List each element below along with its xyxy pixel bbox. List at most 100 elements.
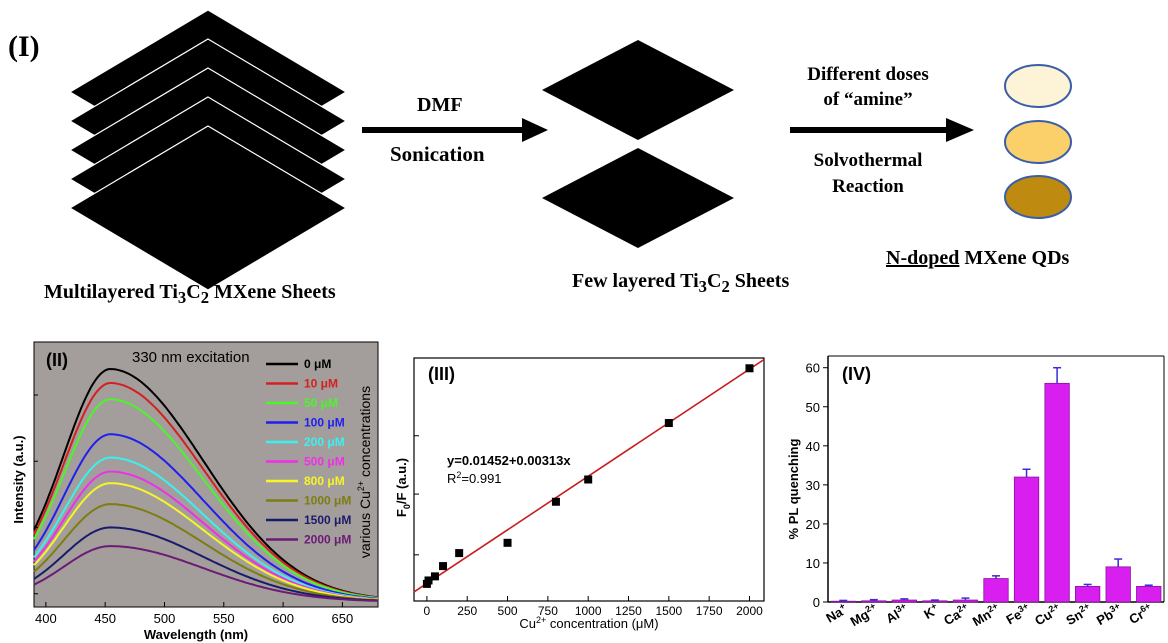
bar xyxy=(1105,566,1131,603)
legend-label: 200 μM xyxy=(304,435,345,449)
y-tick-label: 0 xyxy=(813,595,820,610)
x-tick-label: 500 xyxy=(498,604,518,618)
caption-qd-rest: MXene QDs xyxy=(959,247,1070,269)
scheme-graphics xyxy=(68,9,1072,291)
spectrum-curve xyxy=(33,482,379,601)
x-tick-label: 650 xyxy=(332,611,354,626)
spectrum-curve xyxy=(33,382,379,599)
x-tick-label: Cu2+ xyxy=(1032,601,1064,629)
spectrum-curve xyxy=(33,545,379,602)
step2-top-line2: of “amine” xyxy=(823,89,913,110)
caption-multi-sub1: 3 xyxy=(177,288,187,307)
data-point xyxy=(439,562,448,571)
step2-top-label: Different doses of “amine” xyxy=(780,62,956,112)
legend-label: 500 μM xyxy=(304,455,345,469)
bar xyxy=(922,600,948,603)
data-point xyxy=(424,576,433,585)
caption-multi-post: MXene Sheets xyxy=(209,281,336,303)
data-point xyxy=(551,497,560,506)
x-tick-label: 450 xyxy=(94,611,116,626)
x-tick-label: 2000 xyxy=(736,604,763,618)
x-tick-label: K+ xyxy=(921,601,942,622)
panel-label: (III) xyxy=(428,364,455,384)
step2-bottom-line1: Solvothermal xyxy=(813,150,923,171)
few-layer-sheet-bottom xyxy=(542,148,734,248)
x-tick-label: Mn2+ xyxy=(969,601,1002,629)
caption-few-sub1: 3 xyxy=(698,277,707,296)
qd-ellipse-medium xyxy=(1004,120,1072,164)
data-point xyxy=(455,549,464,558)
few-layer-sheet-top xyxy=(542,40,734,140)
legend-label: 800 μM xyxy=(304,474,345,488)
bar xyxy=(861,600,887,603)
data-point xyxy=(503,538,512,547)
multilayer-sheets xyxy=(68,9,348,291)
step2-bottom-label: Solvothermal Reaction xyxy=(780,148,956,200)
step1-bottom-label: Sonication xyxy=(390,142,485,166)
data-point xyxy=(664,419,673,428)
spectrum-curve xyxy=(33,456,379,601)
x-tick-label: Cr6+ xyxy=(1126,601,1155,627)
data-point xyxy=(745,364,754,373)
spectrum-curve xyxy=(33,433,379,600)
x-tick-label: Al3+ xyxy=(883,601,911,626)
y-tick-label: 30 xyxy=(806,478,820,493)
x-tick-label: 1500 xyxy=(655,604,682,618)
arrow-dmf xyxy=(362,118,548,142)
x-axis-label: Cu2+ concentration (μM) xyxy=(519,615,658,631)
step1-top-label: DMF xyxy=(417,94,463,116)
caption-multilayer: Multilayered Ti3C2 MXene Sheets xyxy=(44,281,336,308)
spectrum-curve xyxy=(33,398,379,599)
y-axis-label: F0/F (a.u.) xyxy=(394,458,412,517)
data-point xyxy=(430,572,439,581)
legend-label: 0 μM xyxy=(304,357,331,371)
fit-r-squared: R2=0.991 xyxy=(447,470,502,486)
y-tick-label: 50 xyxy=(806,400,820,415)
x-tick-label: 1250 xyxy=(615,604,642,618)
panel-iii-chart: 0 250 500 750 1000 1250 1500 1750 2000 Cu2+ conce… xyxy=(394,357,765,631)
x-tick-label: 0 xyxy=(424,604,431,618)
bar xyxy=(1013,476,1040,603)
caption-multi-pre: Multilayered Ti xyxy=(44,281,178,303)
x-tick-label: 600 xyxy=(272,611,294,626)
qd-ellipse-dark xyxy=(1004,175,1072,219)
data-point xyxy=(584,475,593,484)
caption-few-pre: Few layered Ti xyxy=(572,270,699,292)
x-tick-label: Sn2+ xyxy=(1063,601,1094,628)
x-tick-label: 250 xyxy=(457,604,477,618)
step2-bottom-line2: Reaction xyxy=(832,176,904,197)
x-tick-label: Pb3+ xyxy=(1093,601,1124,628)
x-tick-label: 750 xyxy=(538,604,558,618)
x-tick-label: 1750 xyxy=(696,604,723,618)
legend-label: 10 μM xyxy=(304,377,338,391)
spectrum-curve xyxy=(33,367,379,599)
panel-label: (IV) xyxy=(842,364,871,384)
x-tick-label: 500 xyxy=(154,611,176,626)
y-tick-label: 40 xyxy=(806,439,820,454)
bar xyxy=(891,599,917,603)
y-tick-label: 10 xyxy=(806,556,820,571)
multilayer-sheet-5 xyxy=(68,125,348,291)
legend-label: 50 μM xyxy=(304,396,338,410)
excitation-annotation: 330 nm excitation xyxy=(132,349,250,366)
legend-label: 1500 μM xyxy=(304,513,351,527)
x-tick-label: 400 xyxy=(35,611,57,626)
caption-multi-mid: C xyxy=(186,281,201,303)
spectrum-curve xyxy=(33,503,379,602)
y-tick-label: 20 xyxy=(806,517,820,532)
caption-qds: N-doped MXene QDs xyxy=(886,247,1069,270)
x-tick-label: 550 xyxy=(213,611,235,626)
caption-multi-sub2: 2 xyxy=(200,288,210,307)
legend-label: 100 μM xyxy=(304,416,345,430)
y-tick-label: 60 xyxy=(806,361,820,376)
panel-label: (II) xyxy=(46,350,68,370)
fit-equation: y=0.01452+0.00313x xyxy=(447,453,571,468)
x-axis-label: Wavelength (nm) xyxy=(144,627,248,642)
legend-label: 1000 μM xyxy=(304,494,351,508)
bar xyxy=(952,599,979,603)
step2-top-line1: Different doses xyxy=(807,64,929,85)
y-axis-label: Intensity (a.u.) xyxy=(11,435,26,523)
panel-iv-chart: 0 10 20 30 40 50 60 Na+Mg2+ Al3+ K+Ca2+ Mn2+ Fe3+ Cu… xyxy=(786,355,1165,629)
legend-label: 2000 μM xyxy=(304,533,351,547)
